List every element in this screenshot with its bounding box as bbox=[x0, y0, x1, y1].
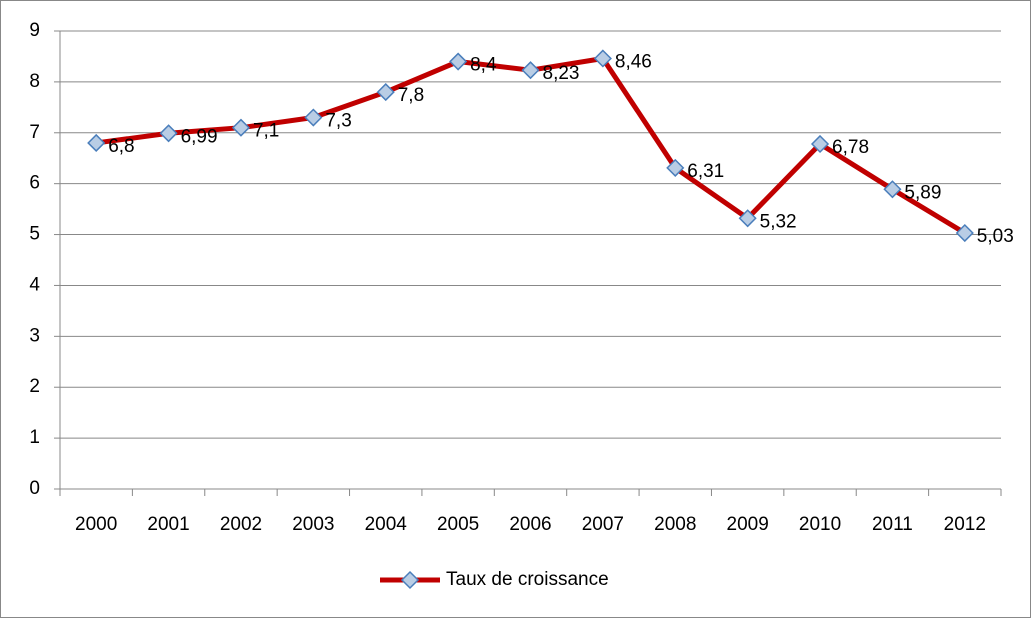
x-tick-label: 2001 bbox=[147, 514, 189, 535]
x-tick-label: 2012 bbox=[944, 514, 986, 535]
data-label: 5,32 bbox=[760, 211, 797, 232]
y-tick-label: 6 bbox=[29, 173, 40, 194]
y-tick-label: 1 bbox=[29, 427, 40, 448]
x-tick-label: 2010 bbox=[799, 514, 841, 535]
y-tick-label: 8 bbox=[29, 71, 40, 92]
y-tick-label: 3 bbox=[29, 325, 40, 346]
y-tick-label: 5 bbox=[29, 224, 40, 245]
marker bbox=[666, 158, 685, 177]
data-label: 6,99 bbox=[181, 126, 218, 147]
x-tick-label: 2007 bbox=[582, 514, 624, 535]
legend-label: Taux de croissance bbox=[446, 569, 609, 590]
x-tick-label: 2009 bbox=[727, 514, 769, 535]
marker bbox=[376, 83, 395, 102]
x-tick-label: 2005 bbox=[437, 514, 479, 535]
x-tick-label: 2008 bbox=[654, 514, 696, 535]
data-label: 7,1 bbox=[253, 121, 279, 142]
x-tick-label: 2006 bbox=[509, 514, 551, 535]
marker bbox=[883, 180, 902, 199]
data-label: 5,03 bbox=[977, 226, 1014, 247]
data-label: 6,31 bbox=[687, 161, 724, 182]
data-label: 6,8 bbox=[108, 136, 134, 157]
data-label: 7,8 bbox=[398, 85, 424, 106]
marker bbox=[738, 209, 757, 228]
marker bbox=[955, 223, 974, 243]
y-tick-label: 0 bbox=[29, 478, 40, 499]
x-tick-label: 2004 bbox=[365, 514, 408, 535]
marker bbox=[87, 133, 106, 153]
y-tick-label: 2 bbox=[29, 376, 40, 397]
data-label: 8,23 bbox=[543, 63, 580, 84]
marker bbox=[159, 124, 178, 143]
data-label: 8,4 bbox=[470, 55, 497, 76]
marker bbox=[231, 118, 251, 137]
y-tick-label: 4 bbox=[29, 274, 40, 295]
marker bbox=[593, 49, 612, 68]
data-label: 5,89 bbox=[904, 182, 941, 203]
x-tick-label: 2003 bbox=[292, 514, 334, 535]
data-label: 6,78 bbox=[832, 137, 869, 158]
y-tick-label: 7 bbox=[29, 122, 40, 143]
legend-marker bbox=[400, 570, 420, 590]
x-tick-label: 2002 bbox=[220, 514, 262, 535]
data-label: 7,3 bbox=[325, 111, 351, 132]
marker bbox=[449, 52, 468, 71]
marker bbox=[521, 61, 540, 80]
x-tick-label: 2011 bbox=[872, 514, 913, 535]
marker bbox=[304, 108, 323, 127]
data-label: 8,46 bbox=[615, 51, 652, 72]
marker bbox=[810, 134, 830, 154]
x-tick-label: 2000 bbox=[75, 514, 117, 535]
y-tick-label: 9 bbox=[29, 20, 40, 41]
